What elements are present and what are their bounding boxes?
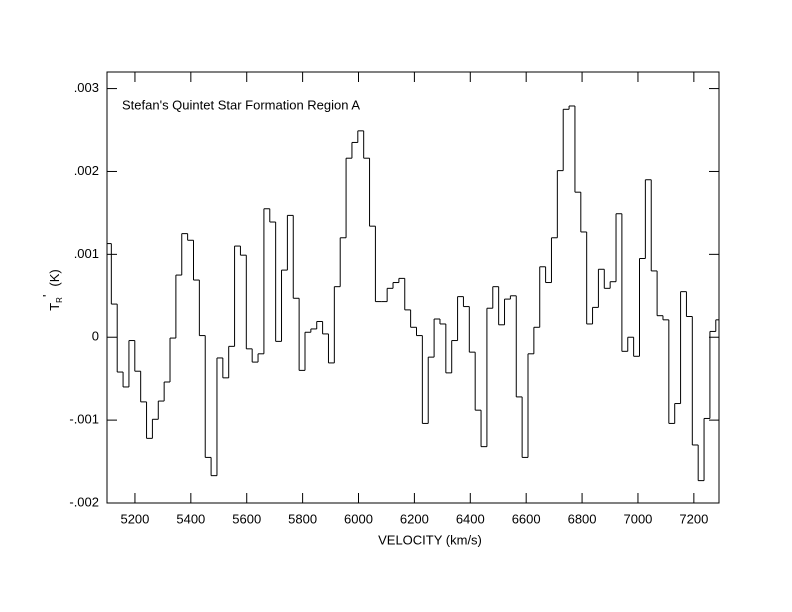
trace bbox=[107, 105, 719, 482]
y-axis-label-text: TR' (K) bbox=[40, 269, 64, 311]
x-tick-label: 6600 bbox=[512, 511, 541, 526]
y-tick-label: -.002 bbox=[69, 494, 99, 509]
y-label-sub: R bbox=[55, 297, 64, 303]
x-tick-label: 7000 bbox=[623, 511, 652, 526]
annotation: Stefan's Quintet Star Formation Region A bbox=[122, 97, 360, 112]
x-tick-label: 6000 bbox=[344, 511, 373, 526]
y-label-main: T bbox=[47, 303, 62, 311]
x-axis-label: VELOCITY (km/s) bbox=[378, 532, 482, 547]
x-tick-label: 7200 bbox=[679, 511, 708, 526]
y-axis-label: TR' (K) bbox=[40, 269, 64, 311]
y-tick-label: -.001 bbox=[69, 412, 99, 427]
x-tick-label: 5800 bbox=[288, 511, 317, 526]
x-tick-label: 6400 bbox=[456, 511, 485, 526]
x-tick-label: 6800 bbox=[568, 511, 597, 526]
x-tick-label: 5400 bbox=[176, 511, 205, 526]
x-tick-label: 5200 bbox=[120, 511, 149, 526]
y-tick-label: 0 bbox=[92, 329, 99, 344]
y-tick-label: .001 bbox=[74, 246, 99, 261]
y-label-unit: (K) bbox=[47, 269, 62, 286]
y-tick-label: .003 bbox=[74, 80, 99, 95]
y-label-sup: ' bbox=[40, 295, 55, 297]
x-tick-label: 5600 bbox=[232, 511, 261, 526]
x-tick-label: 6200 bbox=[400, 511, 429, 526]
y-tick-label: .002 bbox=[74, 163, 99, 178]
plot-frame bbox=[106, 71, 720, 504]
